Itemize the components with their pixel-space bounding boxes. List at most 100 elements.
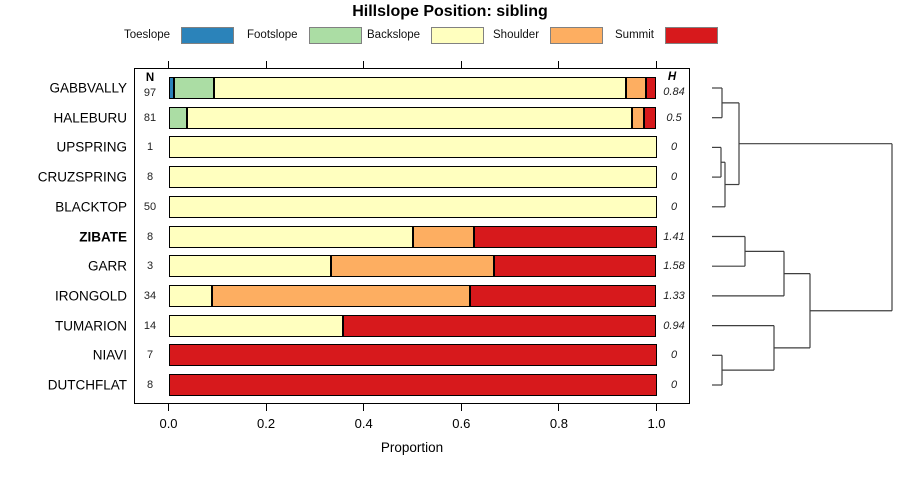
legend-label-toeslope: Toeslope [124, 29, 171, 41]
row-label-blacktop: BLACKTOP [55, 199, 127, 215]
backslope-color-swatch [431, 26, 485, 44]
h-value-niavi: 0 [670, 349, 678, 362]
h-value-dutchflat: 0 [670, 379, 678, 391]
stacked-bar-blacktop [168, 195, 657, 218]
row-label-irongold: IRONGOLD [54, 288, 127, 304]
n-value-zibate: 8 [146, 230, 154, 243]
legend-item-footslope: Footslope [247, 26, 362, 44]
bar-segment-summit [168, 344, 657, 367]
legend-item-backslope: Backslope [367, 26, 485, 44]
stacked-bar-dutchflat [168, 374, 657, 396]
bar-segment-footslope [168, 106, 187, 129]
bar-segment-shoulder [632, 106, 645, 129]
row-label-tumarion: TUMARION [55, 318, 127, 334]
bar-segment-summit [644, 106, 657, 129]
stacked-bar-tumarion [168, 314, 657, 337]
bar-segment-shoulder [211, 284, 470, 307]
n-value-blacktop: 50 [143, 200, 157, 213]
row-label-cruzspring: CRUZSPRING [37, 169, 127, 185]
chart-title: Hillslope Position: sibling [352, 3, 548, 20]
n-value-haleburu: 81 [143, 111, 157, 124]
row-label-haleburu: HALEBURU [53, 110, 127, 126]
x-tick-top [265, 61, 267, 68]
row-label-zibate: ZIBATE [79, 229, 127, 244]
x-tick-bottom [655, 404, 658, 411]
legend-label-shoulder: Shoulder [493, 29, 540, 41]
stacked-bar-zibate [168, 225, 657, 248]
h-value-tumarion: 0.94 [663, 319, 685, 332]
x-tick-top [167, 61, 170, 68]
bar-segment-shoulder [331, 255, 494, 278]
stacked-bar-garr [168, 255, 657, 278]
h-value-upspring: 0 [670, 141, 678, 154]
x-tick-bottom [363, 404, 365, 411]
bar-segment-toeslope [168, 77, 174, 99]
legend-label-footslope: Footslope [247, 29, 298, 41]
plot-area-frame [134, 68, 690, 404]
bar-segment-summit [493, 255, 657, 278]
x-tick-bottom [460, 404, 462, 411]
n-value-niavi: 7 [146, 349, 154, 362]
row-label-garr: GARR [87, 258, 127, 274]
bar-segment-backslope [168, 136, 657, 159]
n-value-tumarion: 14 [143, 319, 157, 332]
h-value-cruzspring: 0 [670, 171, 678, 184]
x-tick-top [558, 61, 560, 68]
stacked-bar-haleburu [168, 106, 657, 129]
x-tick-label: 1.0 [647, 416, 666, 431]
n-value-cruzspring: 8 [146, 171, 154, 184]
bar-segment-backslope [168, 284, 212, 307]
n-value-garr: 3 [146, 260, 154, 273]
x-tick-label: 0.4 [354, 416, 373, 431]
bar-segment-backslope [186, 106, 633, 129]
bar-segment-summit [342, 314, 657, 337]
x-tick-top [363, 61, 365, 68]
bar-segment-backslope [168, 314, 343, 337]
h-value-gabbvally: 0.84 [663, 86, 685, 98]
n-value-irongold: 34 [143, 289, 157, 302]
stacked-bar-niavi [168, 344, 657, 367]
legend-item-shoulder: Shoulder [493, 26, 604, 44]
n-column-header: N [145, 72, 155, 84]
stacked-bar-cruzspring [168, 166, 657, 189]
bar-segment-backslope [168, 255, 331, 278]
h-column-header: H [667, 71, 677, 83]
stacked-bar-upspring [168, 136, 657, 159]
bar-segment-backslope [213, 77, 627, 99]
summit-color-swatch [664, 26, 718, 44]
row-label-upspring: UPSPRING [56, 139, 127, 155]
legend: Toeslope Footslope Backslope Shoulder Summit [0, 0, 900, 50]
bar-segment-backslope [168, 225, 413, 248]
toeslope-color-swatch [181, 26, 235, 44]
row-label-dutchflat: DUTCHFLAT [47, 377, 127, 393]
h-value-blacktop: 0 [670, 200, 678, 213]
bar-segment-summit [646, 77, 657, 99]
row-label-niavi: NIAVI [92, 347, 127, 363]
x-tick-label: 0.0 [159, 416, 178, 431]
row-label-gabbvally: GABBVALLY [49, 80, 127, 96]
bar-segment-summit [469, 284, 657, 307]
x-tick-bottom [265, 404, 267, 411]
bar-segment-backslope [168, 195, 657, 218]
h-value-garr: 1.58 [663, 260, 685, 273]
legend-label-summit: Summit [615, 29, 654, 41]
bar-segment-shoulder [626, 77, 647, 99]
x-tick-label: 0.8 [549, 416, 568, 431]
h-value-zibate: 1.41 [663, 230, 685, 243]
legend-item-summit: Summit [615, 26, 718, 44]
bar-segment-summit [168, 374, 657, 396]
x-axis-label: Proportion [380, 440, 444, 455]
legend-label-backslope: Backslope [367, 29, 421, 41]
x-tick-top [460, 61, 462, 68]
footslope-color-swatch [308, 26, 362, 44]
x-tick-label: 0.6 [452, 416, 471, 431]
n-value-upspring: 1 [146, 141, 154, 154]
h-value-irongold: 1.33 [663, 289, 685, 302]
x-tick-bottom [167, 404, 170, 411]
h-value-haleburu: 0.5 [666, 111, 682, 124]
stacked-bar-irongold [168, 284, 657, 307]
bar-segment-backslope [168, 166, 657, 189]
shoulder-color-swatch [550, 26, 604, 44]
stacked-bar-gabbvally [168, 77, 657, 99]
